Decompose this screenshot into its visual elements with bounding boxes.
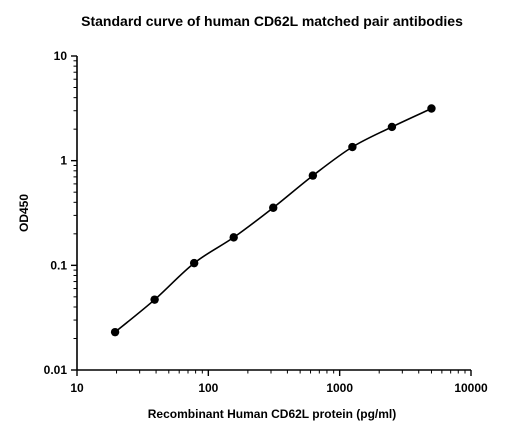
data-points bbox=[110, 104, 436, 337]
data-point bbox=[387, 122, 397, 132]
x-tick-label: 100 bbox=[198, 381, 218, 395]
fit-curve bbox=[114, 107, 432, 333]
y-tick-label: 0.1 bbox=[50, 258, 67, 272]
x-tick-label: 10 bbox=[70, 381, 84, 395]
chart-title: Standard curve of human CD62L matched pa… bbox=[81, 13, 463, 29]
x-tick-label: 10000 bbox=[454, 381, 488, 395]
axes bbox=[76, 56, 471, 371]
tick-labels: 10 100 1000 10000 0.01 0.1 1 10 bbox=[44, 49, 488, 395]
data-point bbox=[269, 203, 278, 212]
axis-ticks bbox=[71, 55, 472, 376]
data-point bbox=[348, 142, 357, 152]
data-point bbox=[427, 104, 436, 113]
data-point bbox=[189, 258, 199, 268]
data-point bbox=[229, 233, 238, 242]
y-tick-label: 10 bbox=[54, 49, 68, 63]
data-point bbox=[150, 295, 159, 304]
data-point bbox=[308, 171, 318, 180]
y-tick-label: 1 bbox=[60, 154, 67, 168]
x-axis-label: Recombinant Human CD62L protein (pg/ml) bbox=[148, 407, 396, 421]
y-axis-label: OD450 bbox=[17, 194, 31, 232]
data-point bbox=[110, 327, 120, 337]
x-tick-label: 1000 bbox=[326, 381, 353, 395]
y-tick-label: 0.01 bbox=[44, 363, 68, 377]
